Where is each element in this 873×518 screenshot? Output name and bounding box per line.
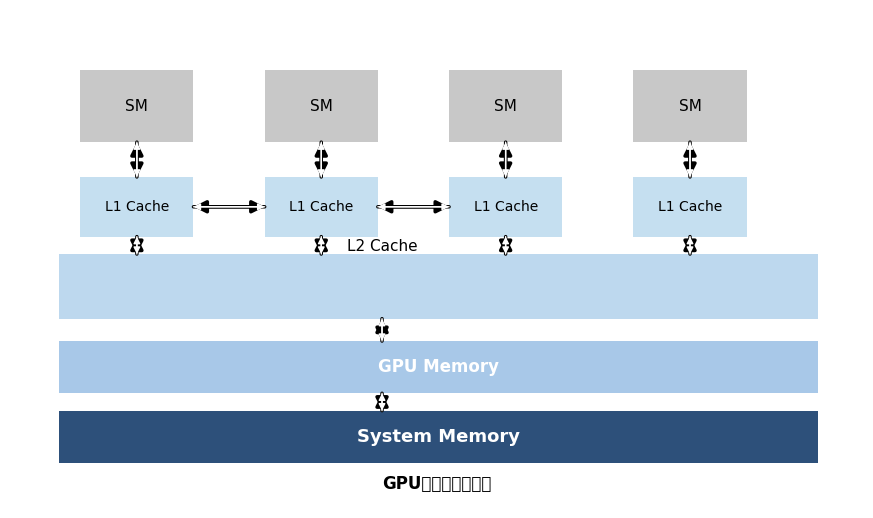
Text: SM: SM <box>310 98 333 113</box>
Bar <box>59 254 818 319</box>
Text: SM: SM <box>678 98 702 113</box>
Bar <box>265 70 378 142</box>
Bar <box>265 177 378 237</box>
Bar <box>449 177 562 237</box>
Bar <box>80 70 194 142</box>
Text: GPU存储子系统架构: GPU存储子系统架构 <box>382 474 491 493</box>
Bar <box>449 70 562 142</box>
Text: L2 Cache: L2 Cache <box>347 239 417 254</box>
Bar <box>634 177 746 237</box>
Text: SM: SM <box>494 98 517 113</box>
Text: System Memory: System Memory <box>357 428 520 446</box>
Text: L1 Cache: L1 Cache <box>105 200 169 214</box>
Text: L1 Cache: L1 Cache <box>289 200 354 214</box>
Bar <box>80 177 194 237</box>
Text: L1 Cache: L1 Cache <box>473 200 538 214</box>
Text: L1 Cache: L1 Cache <box>658 200 722 214</box>
Text: SM: SM <box>126 98 148 113</box>
Text: GPU Memory: GPU Memory <box>378 358 499 376</box>
Bar <box>634 70 746 142</box>
Bar <box>59 341 818 393</box>
Bar <box>59 411 818 463</box>
